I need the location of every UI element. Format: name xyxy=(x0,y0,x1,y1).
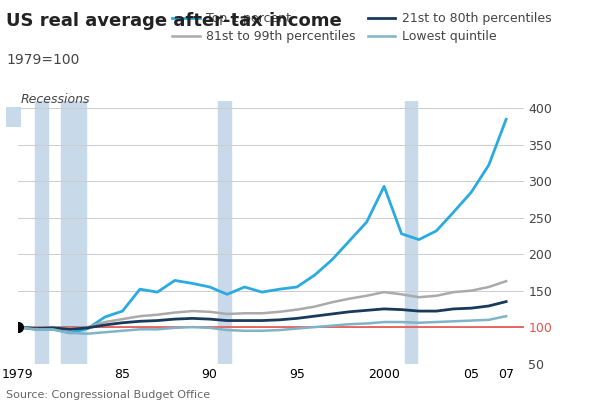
Bar xyxy=(35,101,48,364)
Bar xyxy=(218,101,231,364)
Legend: Top 1 percent, 81st to 99th percentiles, 21st to 80th percentiles, Lowest quinti: Top 1 percent, 81st to 99th percentiles,… xyxy=(167,7,556,48)
Text: Source: Congressional Budget Office: Source: Congressional Budget Office xyxy=(6,390,210,400)
Text: 1979=100: 1979=100 xyxy=(6,53,79,67)
Text: US real average after-tax income: US real average after-tax income xyxy=(6,12,342,30)
Bar xyxy=(61,101,86,364)
Text: Recessions: Recessions xyxy=(21,93,90,106)
Bar xyxy=(405,101,417,364)
